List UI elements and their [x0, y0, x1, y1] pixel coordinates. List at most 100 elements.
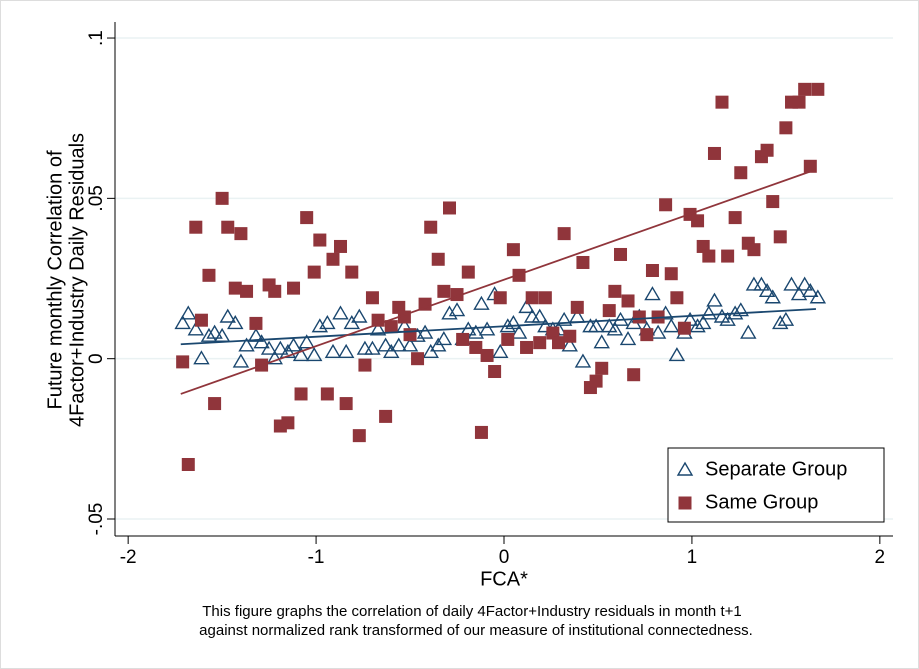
- square-marker: [365, 291, 379, 305]
- square-marker: [411, 352, 425, 366]
- square-marker: [176, 355, 190, 369]
- triangle-marker: [783, 276, 800, 291]
- y-tick-label: .1: [86, 30, 107, 46]
- square-marker: [557, 227, 571, 241]
- square-marker: [677, 321, 691, 335]
- triangle-marker: [505, 315, 522, 330]
- triangle-marker: [260, 340, 278, 355]
- square-marker: [424, 220, 438, 234]
- square-marker: [747, 243, 761, 257]
- triangle-marker: [753, 276, 770, 291]
- triangle-marker: [796, 276, 813, 291]
- triangle-marker: [649, 324, 667, 339]
- square-marker: [520, 340, 534, 354]
- square-marker: [632, 310, 646, 324]
- square-marker: [811, 82, 825, 96]
- square-marker: [313, 233, 327, 247]
- square-marker: [707, 146, 721, 160]
- triangle-marker: [174, 315, 191, 330]
- square-marker: [595, 361, 609, 375]
- square-marker: [202, 268, 216, 282]
- square-marker: [664, 267, 678, 281]
- x-axis-title: FCA*: [480, 568, 528, 590]
- fit-line: [180, 168, 817, 395]
- triangle-marker: [561, 337, 578, 352]
- square-marker: [189, 220, 203, 234]
- triangle-marker: [676, 461, 694, 476]
- square-marker: [551, 336, 565, 350]
- square-marker: [307, 265, 321, 279]
- triangle-marker: [467, 324, 485, 339]
- triangle-marker: [593, 334, 610, 349]
- triangle-marker: [311, 318, 329, 333]
- square-marker: [208, 397, 222, 411]
- square-marker: [538, 291, 552, 305]
- square-marker: [221, 220, 235, 234]
- triangle-marker: [187, 321, 205, 336]
- triangle-marker: [689, 318, 706, 333]
- triangle-marker: [531, 308, 548, 323]
- triangle-marker: [247, 327, 265, 342]
- fit-line: [180, 308, 817, 346]
- triangle-marker: [802, 282, 819, 298]
- triangle-marker: [206, 324, 223, 339]
- triangle-marker: [238, 337, 255, 352]
- caption: This figure graphs the correlation of da…: [202, 603, 741, 620]
- square-marker: [570, 300, 584, 314]
- square-marker: [715, 95, 729, 109]
- triangle-marker: [351, 308, 368, 323]
- triangle-marker: [200, 327, 218, 342]
- y-axis-title: Future monthly Correlation of: [44, 150, 66, 409]
- x-tick-label: -1: [308, 547, 325, 568]
- triangle-marker: [441, 305, 458, 320]
- triangle-marker: [272, 340, 289, 355]
- triangle-marker: [732, 302, 750, 317]
- square-marker: [760, 143, 774, 157]
- triangle-marker: [401, 337, 419, 352]
- square-marker: [589, 374, 603, 388]
- triangle-marker: [663, 318, 680, 333]
- square-marker: [268, 284, 282, 298]
- square-marker: [320, 387, 334, 401]
- triangle-marker: [790, 286, 808, 301]
- triangle-marker: [332, 305, 349, 320]
- square-marker: [702, 249, 716, 263]
- square-marker: [352, 429, 366, 443]
- square-marker: [627, 368, 641, 382]
- square-marker: [300, 211, 314, 225]
- square-marker: [614, 247, 628, 261]
- triangle-marker: [537, 318, 554, 333]
- triangle-marker: [587, 318, 605, 333]
- square-marker: [334, 239, 348, 253]
- triangle-marker: [574, 353, 592, 368]
- square-marker: [678, 496, 692, 510]
- square-marker: [480, 348, 494, 362]
- triangle-marker: [473, 295, 490, 310]
- square-marker: [437, 284, 451, 298]
- triangle-marker: [390, 337, 407, 352]
- triangle-marker: [700, 305, 718, 320]
- triangle-marker: [758, 282, 776, 298]
- square-marker: [734, 166, 748, 180]
- square-marker: [379, 409, 393, 423]
- square-marker: [621, 294, 635, 308]
- triangle-marker: [448, 302, 466, 317]
- square-marker: [228, 281, 242, 295]
- y-tick-label: .05: [86, 185, 107, 211]
- triangle-marker: [694, 315, 712, 330]
- triangle-marker: [180, 305, 197, 320]
- square-marker: [728, 211, 742, 225]
- square-marker: [766, 195, 780, 209]
- triangle-marker: [319, 315, 336, 330]
- square-marker: [659, 198, 673, 212]
- triangle-marker: [668, 347, 686, 362]
- square-marker: [326, 252, 340, 266]
- square-marker: [493, 291, 507, 305]
- legend: Separate Group Same Group: [667, 447, 885, 523]
- caption: against normalized rank transformed of o…: [199, 622, 753, 639]
- triangle-marker: [227, 315, 244, 330]
- triangle-marker: [510, 324, 528, 339]
- triangle-marker: [298, 334, 315, 349]
- square-marker: [501, 332, 515, 346]
